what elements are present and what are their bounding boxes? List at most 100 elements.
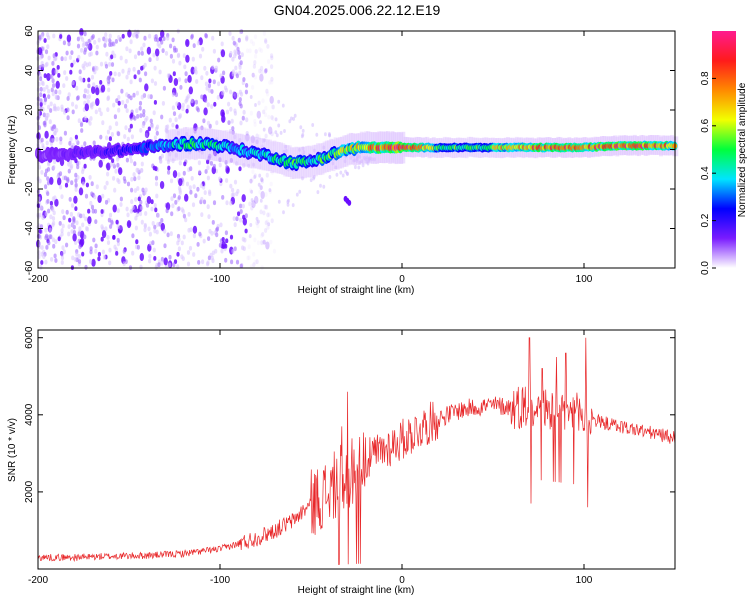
spectrogram-noise-cell [51,138,55,143]
spectrogram-noise-cell [150,199,154,205]
spectrogram-noise-cell [116,241,120,247]
spectrogram-noise-cell [37,125,42,130]
spectrogram-noise-cell [70,62,74,68]
spectrogram-noise-cell [142,42,146,48]
spectrogram-noise-cell [49,176,54,185]
spectrogram-noise-cell [324,132,327,137]
spectrogram-noise-cell [49,74,53,79]
spectrogram-noise-cell [67,92,71,98]
spectrogram-noise-cell [328,175,332,179]
spectrogram-noise-cell [229,183,233,189]
spectrogram-noise-cell [267,114,271,120]
spectrogram-noise-cell [45,116,49,121]
spectrogram-noise-cell [144,132,148,138]
spectrogram-noise-cell [37,164,42,170]
spectrogram-noise-cell [103,43,107,48]
spectrogram-noise-cell [267,212,272,218]
spectrogram-noise-cell [79,213,83,219]
spectrogram-noise-cell [171,105,175,111]
spectrogram-noise-cell [260,177,264,183]
spectrogram-noise-cell [134,215,138,221]
spectrogram-noise-cell [171,203,175,209]
spectrogram-noise-cell [49,108,53,113]
spectrogram-noise-cell [220,41,224,47]
spectrogram-noise-cell [90,74,95,80]
spectrogram-noise-cell [160,260,164,266]
spectrogram-noise-cell [210,89,214,94]
spectrogram-noise-cell [249,178,253,184]
spectrogram-noise-cell [116,177,120,183]
spectrogram-noise-cell [92,237,96,243]
spectrogram-noise-cell [168,117,172,123]
spectrogram-noise-cell [249,110,253,116]
spectrogram-noise-cell [248,48,252,54]
spectrogram-noise-cell [124,58,128,64]
spectrogram-noise-cell [161,101,165,106]
spectrogram-noise-cell [154,264,158,270]
spectrogram-noise-cell [154,181,159,187]
spectrogram-noise-cell [229,89,233,95]
spectrogram-noise-cell [99,61,104,67]
colorbar-tick-label: 0.2 [700,213,711,227]
spectrogram-noise-cell [264,38,268,43]
spectrogram-noise-cell [271,104,275,110]
spectrogram-noise-cell [253,74,257,80]
spectrogram-noise-cell [61,245,65,251]
spectrogram-noise-cell [67,41,71,47]
spectrogram-noise-cell [113,187,117,193]
spectrogram-noise-cell [155,48,160,57]
spectrogram-noise-cell [116,237,120,243]
spectrogram-noise-cell [99,111,103,117]
spectrogram-noise-cell [181,106,185,112]
spectrogram-noise-cell [185,181,190,187]
spectrogram-noise-cell [43,38,47,43]
spectrogram-noise-cell [157,262,161,268]
spectrogram-noise-cell [238,54,242,60]
spectrogram-noise-cell [51,78,55,84]
spectrogram-noise-cell [91,258,96,267]
spectrogram-noise-cell [233,222,237,228]
spectrogram-noise-cell [57,177,62,186]
spectrogram-noise-cell [180,240,184,246]
spectrogram-noise-cell [119,55,123,61]
spectrogram-noise-cell [228,129,232,134]
spectrogram-noise-cell [133,54,138,60]
spectrogram-noise-cell [130,187,134,193]
spectrogram-noise-cell [302,150,306,155]
spectrogram-noise-cell [189,166,193,172]
spectrogram-noise-cell [177,206,181,212]
spectrogram-noise-cell [367,157,370,162]
spectrogram-noise-cell [138,100,143,106]
spectrogram-noise-cell [132,66,136,72]
snr-y-tick-label: 4000 [24,403,35,426]
spectrogram-noise-cell [212,79,216,85]
spectrogram-noise-cell [239,203,243,209]
spectrogram-noise-cell [70,203,75,208]
spectrogram-noise-cell [133,188,137,193]
spectrogram-noise-cell [177,52,181,58]
spectrogram-noise-cell [86,89,90,94]
spectrogram-noise-cell [52,33,56,39]
spectrogram-noise-cell [186,250,191,255]
spectrogram-noise-cell [91,86,96,94]
spectrogram-noise-cell [93,208,98,214]
spectrogram-noise-cell [44,235,48,241]
spectrogram-noise-cell [74,134,78,140]
snr-x-label: Height of straight line (km) [298,585,415,596]
spectrogram-x-axis: -200 -100 0 100 [28,31,593,285]
spectrogram-noise-cell [110,132,114,137]
snr-frame [37,329,676,570]
spectrogram-y-tick-label: -20 [24,181,35,196]
spectrogram-noise-cell [204,98,208,103]
spectrogram-noise-cell [319,183,322,188]
spectrogram-noise-cell [46,191,50,197]
spectrogram-noise-cell [266,91,270,97]
spectrogram-noise-cell [163,257,168,266]
spectrogram-noise-cell [258,173,262,178]
spectrogram-noise-cell [266,140,270,146]
spectrogram-noise-cell [206,165,210,171]
spectrogram-noise-cell [41,215,45,221]
spectrogram-noise-cell [204,81,208,87]
spectrogram-noise-cell [206,204,210,210]
spectrogram-noise-cell [122,176,126,181]
